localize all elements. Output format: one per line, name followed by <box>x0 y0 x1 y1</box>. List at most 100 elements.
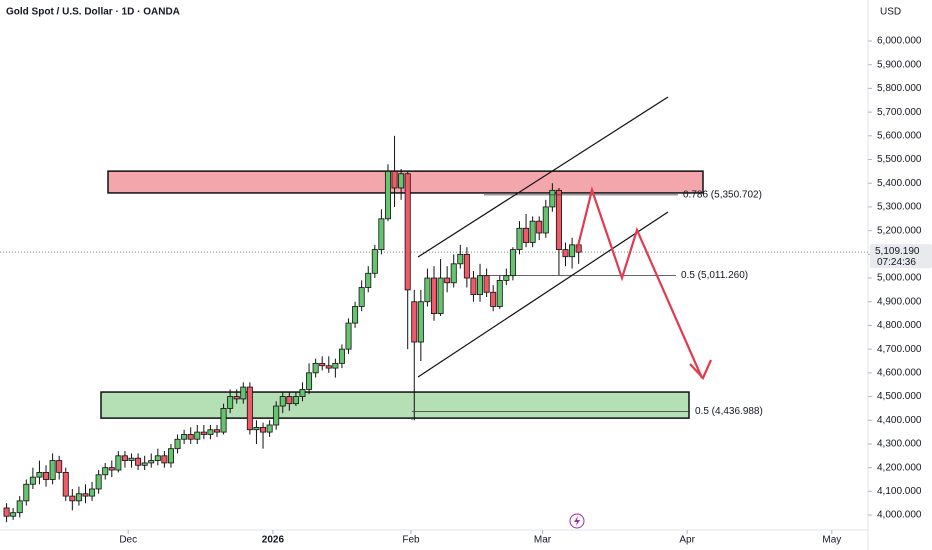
y-tick-label: 4,600.000 <box>877 367 922 378</box>
candle-body <box>463 253 470 279</box>
x-tick-label: Apr <box>679 535 695 546</box>
candle-body <box>207 429 214 435</box>
candle-body <box>470 277 477 296</box>
candle-body <box>194 431 201 440</box>
y-tick-label: 5,300.000 <box>877 202 922 213</box>
candle-body <box>174 438 181 450</box>
candle-body <box>220 408 227 433</box>
x-tick-label: 2026 <box>262 535 285 546</box>
y-tick-label: 4,900.000 <box>877 296 922 307</box>
y-tick-label: 4,700.000 <box>877 344 922 355</box>
chart-title: Gold Spot / U.S. Dollar · 1D · OANDA <box>6 7 180 18</box>
candle-body <box>444 277 451 284</box>
candle-body <box>509 249 516 277</box>
fib-level-label: 0.5 (4,436.988) <box>695 406 763 417</box>
y-tick-label: 5,400.000 <box>877 178 922 189</box>
price-countdown: 07:24:36 <box>877 257 916 268</box>
fib-level-label: 0.5 (5,011.260) <box>681 270 748 281</box>
candle-body <box>286 396 293 405</box>
candle-body <box>148 460 155 464</box>
candle-body <box>503 275 510 281</box>
candle-body <box>56 460 63 473</box>
price-tag <box>870 244 932 269</box>
candle-body <box>121 455 128 461</box>
candle-body <box>299 389 306 397</box>
candle-body <box>411 301 418 343</box>
candle-body <box>227 396 234 409</box>
candle-body <box>3 507 10 517</box>
y-tick-label: 5,800.000 <box>877 83 922 94</box>
y-tick-label: 4,200.000 <box>877 462 922 473</box>
candle-body <box>516 227 523 250</box>
candle-body <box>358 287 365 307</box>
candle-body <box>325 365 332 369</box>
y-tick-label: 5,600.000 <box>877 130 922 141</box>
y-tick-label: 6,000.000 <box>877 36 922 47</box>
candle-body <box>75 493 82 502</box>
candle-body <box>542 206 549 234</box>
candle-body <box>319 362 326 367</box>
x-tick-label: Dec <box>119 535 137 546</box>
y-tick-label: 4,000.000 <box>877 510 922 521</box>
x-tick-label: May <box>822 535 841 546</box>
candle-body <box>43 472 50 480</box>
candle-body <box>529 220 536 243</box>
event-icon-bolt <box>574 516 580 526</box>
candle-body <box>352 306 359 324</box>
candle-body <box>457 253 464 265</box>
candle-body <box>141 462 148 466</box>
y-tick-label: 5,900.000 <box>877 59 922 70</box>
price-tag-label: 5,109.190 <box>875 246 920 257</box>
candle-body <box>260 426 267 433</box>
candle-body <box>306 372 313 390</box>
candle-body <box>253 426 260 431</box>
candle-body <box>89 488 96 497</box>
candle-body <box>555 189 562 250</box>
candle-body <box>213 429 220 433</box>
candle-body <box>115 455 122 471</box>
candle-body <box>378 218 385 250</box>
candle-body <box>95 474 102 490</box>
candle-body <box>292 396 299 405</box>
price-zone <box>100 391 690 419</box>
candle-body <box>450 263 457 284</box>
candle-body <box>200 431 207 435</box>
channel-line <box>417 96 669 258</box>
y-tick-label: 5,500.000 <box>877 154 922 165</box>
arrow-head <box>689 359 713 380</box>
candle-body <box>29 476 36 485</box>
candle-body <box>523 227 530 243</box>
candle-body <box>10 512 17 517</box>
candle-body <box>49 460 56 480</box>
candle-body <box>69 495 76 502</box>
candle-body <box>233 396 240 400</box>
candle-body <box>246 386 253 431</box>
y-tick-label: 4,800.000 <box>877 320 922 331</box>
candle-body <box>167 448 174 464</box>
candle-body <box>496 280 503 307</box>
candle-body <box>62 472 69 497</box>
fib-level-label: 0.786 (5,350.702) <box>683 190 762 201</box>
x-tick-label: Feb <box>402 535 420 546</box>
candle-body <box>549 189 556 208</box>
candle-body <box>273 405 280 426</box>
candle-body <box>23 483 30 502</box>
candle-body <box>187 434 194 440</box>
y-tick-label: 5,000.000 <box>877 273 922 284</box>
candle-body <box>417 301 424 343</box>
candle-body <box>569 244 576 258</box>
y-tick-label: 4,500.000 <box>877 391 922 402</box>
candle-body <box>108 467 115 471</box>
candle-body <box>240 386 247 400</box>
candle-body <box>312 362 319 374</box>
candle-body <box>102 467 109 476</box>
candle-body <box>536 220 543 234</box>
candle-body <box>181 434 188 440</box>
candle-body <box>332 362 339 369</box>
candle-body <box>345 322 352 350</box>
candle-body <box>266 424 273 433</box>
projection-arrow <box>575 186 704 379</box>
y-tick-label: 5,200.000 <box>877 225 922 236</box>
candle-body <box>477 275 484 296</box>
candle-body <box>391 170 398 189</box>
